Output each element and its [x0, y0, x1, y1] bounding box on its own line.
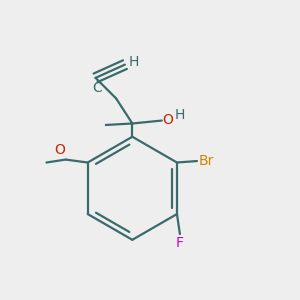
Text: H: H [174, 108, 184, 122]
Text: O: O [54, 143, 65, 157]
Text: O: O [163, 113, 173, 127]
Text: F: F [176, 236, 184, 250]
Text: Br: Br [199, 154, 214, 168]
Text: H: H [128, 55, 139, 69]
Text: C: C [92, 81, 102, 95]
